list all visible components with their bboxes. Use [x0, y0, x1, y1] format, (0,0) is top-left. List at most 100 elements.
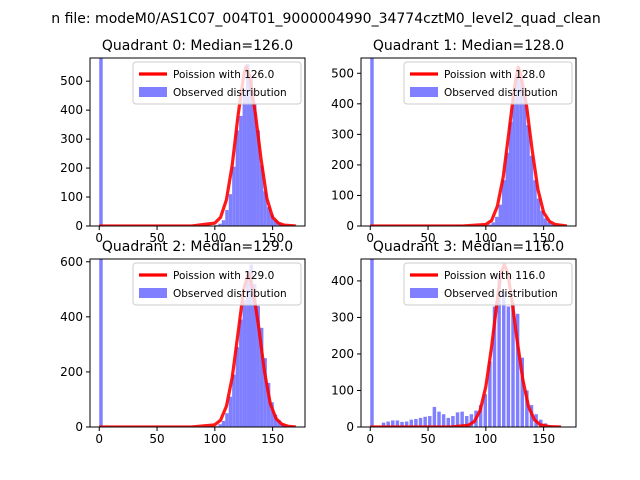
histogram-bar	[225, 210, 229, 226]
subplot-quadrant-1: 0 50 100 150 0 100 200 300 400 500 Quadrant 1: Med…	[331, 38, 577, 245]
x-tick-label: 150	[532, 432, 555, 446]
x-tick-label: 0	[95, 432, 103, 446]
histogram-bar	[547, 222, 551, 226]
histogram-bar	[99, 259, 103, 427]
legend-label-observed: Observed distribution	[444, 288, 558, 300]
legend-label-poisson: Poission with 126.0	[173, 69, 274, 81]
legend-label-observed: Observed distribution	[444, 87, 558, 99]
y-tick-label: 600	[60, 255, 83, 269]
histogram-bar	[533, 180, 537, 226]
histogram-bar	[526, 125, 530, 226]
histogram-bar	[232, 374, 236, 427]
histogram-bar	[441, 414, 446, 427]
histogram-bar	[511, 302, 515, 427]
y-tick-label: 0	[75, 420, 83, 434]
legend: Poission with 128.0 Observed distribution	[403, 61, 573, 105]
x-tick-label: 0	[366, 231, 374, 245]
legend-box	[132, 61, 302, 105]
y-tick-label: 0	[346, 219, 354, 233]
x-tick-label: 0	[366, 432, 374, 446]
histogram-bar	[235, 130, 240, 226]
histogram-bar	[381, 422, 386, 427]
histogram-bar	[370, 58, 374, 226]
plot-area	[370, 58, 568, 226]
x-tick-label: 100	[474, 432, 497, 446]
x-tick-label: 50	[149, 231, 164, 245]
histogram-bar	[409, 419, 414, 427]
histogram-bar	[497, 273, 501, 427]
histogram-bar	[455, 412, 460, 427]
axes-frame	[360, 57, 577, 227]
histogram-bar	[266, 382, 271, 427]
y-tick-label: 400	[60, 310, 83, 324]
histogram-bar	[259, 165, 264, 226]
x-tick-label: 100	[203, 432, 226, 446]
histogram-bar	[99, 58, 103, 226]
histogram-bar	[418, 417, 423, 427]
histogram-bar	[508, 122, 513, 226]
histogram-bar	[423, 416, 427, 427]
histogram-bar	[520, 357, 524, 427]
y-tick-label: 200	[60, 161, 83, 175]
histogram-bar	[451, 416, 455, 427]
figure-suptitle: n file: modeM0/AS1C07_004T01_9000004990_…	[51, 11, 600, 27]
histogram-bar	[437, 411, 441, 427]
histogram-bar	[263, 358, 267, 427]
axes-frame	[360, 258, 577, 428]
histogram-bar	[540, 210, 544, 226]
subplot-title: Quadrant 2: Median=129.0	[102, 239, 293, 255]
subplot-quadrant-0: 0 50 100 150 0 100 200 300 400 500 Quadrant 0: Med…	[60, 38, 306, 245]
y-tick-label: 200	[331, 347, 354, 361]
legend-label-observed: Observed distribution	[173, 87, 287, 99]
histogram-bar	[505, 152, 509, 226]
histogram-bar	[512, 97, 516, 226]
histogram-bar	[228, 396, 233, 427]
histogram-bar	[404, 421, 409, 427]
axes-frame	[89, 258, 306, 428]
histogram-bar	[432, 406, 437, 427]
histogram-bar	[483, 394, 487, 427]
histogram-bar	[249, 264, 253, 427]
legend-box	[403, 262, 573, 306]
histogram-bar	[242, 300, 247, 427]
histogram-bar	[273, 414, 278, 427]
histogram-bar	[249, 78, 253, 226]
histogram-bar	[225, 413, 229, 427]
y-tick-label: 500	[331, 66, 354, 80]
histogram-bar	[400, 421, 404, 427]
histogram-bar	[529, 155, 534, 226]
axes-frame	[89, 57, 306, 227]
x-tick-label: 50	[420, 432, 435, 446]
histogram-bar	[395, 420, 400, 427]
histogram-bar	[266, 207, 271, 226]
y-tick-label: 0	[346, 420, 354, 434]
histogram-bar	[239, 319, 243, 427]
y-tick-label: 300	[331, 127, 354, 141]
histogram-bar	[495, 216, 499, 226]
y-tick-label: 300	[331, 310, 354, 324]
histogram-bar	[232, 166, 236, 226]
histogram-bar	[488, 224, 492, 226]
histogram-bar	[221, 420, 226, 427]
y-tick-label: 100	[331, 188, 354, 202]
legend-hist-swatch	[410, 288, 438, 298]
histogram-bar	[228, 194, 233, 226]
histogram-bar	[502, 291, 506, 427]
histogram-bar	[465, 416, 469, 427]
histogram-bar	[270, 402, 274, 427]
legend-box	[132, 262, 302, 306]
histogram-bar	[515, 313, 520, 427]
histogram-bar	[460, 411, 464, 427]
histogram-bar	[218, 223, 222, 226]
histogram-bar	[502, 180, 506, 226]
x-tick-label: 150	[261, 432, 284, 446]
histogram-bar	[218, 424, 222, 427]
subplot-title: Quadrant 0: Median=126.0	[102, 38, 293, 54]
histogram-bar	[506, 306, 511, 427]
legend-label-observed: Observed distribution	[173, 288, 287, 300]
y-tick-label: 400	[331, 274, 354, 288]
histogram-bar	[391, 420, 395, 427]
histogram-bar	[519, 79, 523, 226]
